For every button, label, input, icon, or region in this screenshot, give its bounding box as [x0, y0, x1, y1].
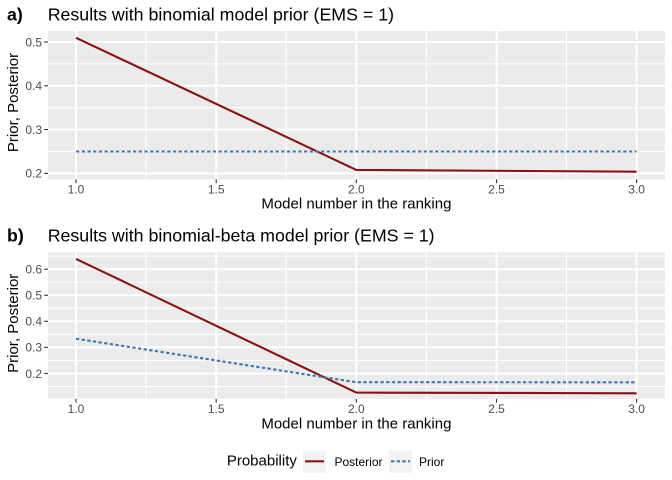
svg-text:3.0: 3.0 — [628, 402, 645, 416]
svg-text:1.5: 1.5 — [208, 182, 225, 196]
svg-text:Prior, Posterior: Prior, Posterior — [5, 274, 22, 373]
svg-text:1.5: 1.5 — [208, 402, 225, 416]
svg-text:2.5: 2.5 — [488, 402, 505, 416]
svg-text:Prior: Prior — [419, 455, 444, 469]
svg-text:0.4: 0.4 — [25, 315, 42, 329]
svg-text:Results with binomial-beta mod: Results with binomial-beta model prior (… — [48, 225, 435, 245]
svg-text:Results with binomial model pr: Results with binomial model prior (EMS =… — [48, 5, 394, 25]
svg-text:2.0: 2.0 — [348, 402, 365, 416]
svg-text:0.5: 0.5 — [25, 289, 42, 303]
svg-text:Model number in the ranking: Model number in the ranking — [261, 196, 451, 213]
svg-text:0.2: 0.2 — [25, 167, 42, 181]
svg-text:a): a) — [7, 5, 23, 25]
svg-text:1.0: 1.0 — [68, 182, 85, 196]
svg-text:Probability: Probability — [227, 453, 298, 470]
svg-text:0.2: 0.2 — [25, 367, 42, 381]
svg-text:0.4: 0.4 — [25, 79, 42, 93]
svg-text:0.6: 0.6 — [25, 263, 42, 277]
svg-text:Posterior: Posterior — [335, 455, 383, 469]
svg-text:2.5: 2.5 — [488, 182, 505, 196]
svg-text:1.0: 1.0 — [68, 402, 85, 416]
svg-text:0.5: 0.5 — [25, 35, 42, 49]
svg-text:0.3: 0.3 — [25, 123, 42, 137]
svg-text:0.3: 0.3 — [25, 341, 42, 355]
svg-text:Model number in the ranking: Model number in the ranking — [261, 416, 451, 433]
svg-text:3.0: 3.0 — [628, 182, 645, 196]
svg-text:b): b) — [7, 225, 24, 245]
svg-text:Prior, Posterior: Prior, Posterior — [5, 53, 22, 152]
svg-text:2.0: 2.0 — [348, 182, 365, 196]
